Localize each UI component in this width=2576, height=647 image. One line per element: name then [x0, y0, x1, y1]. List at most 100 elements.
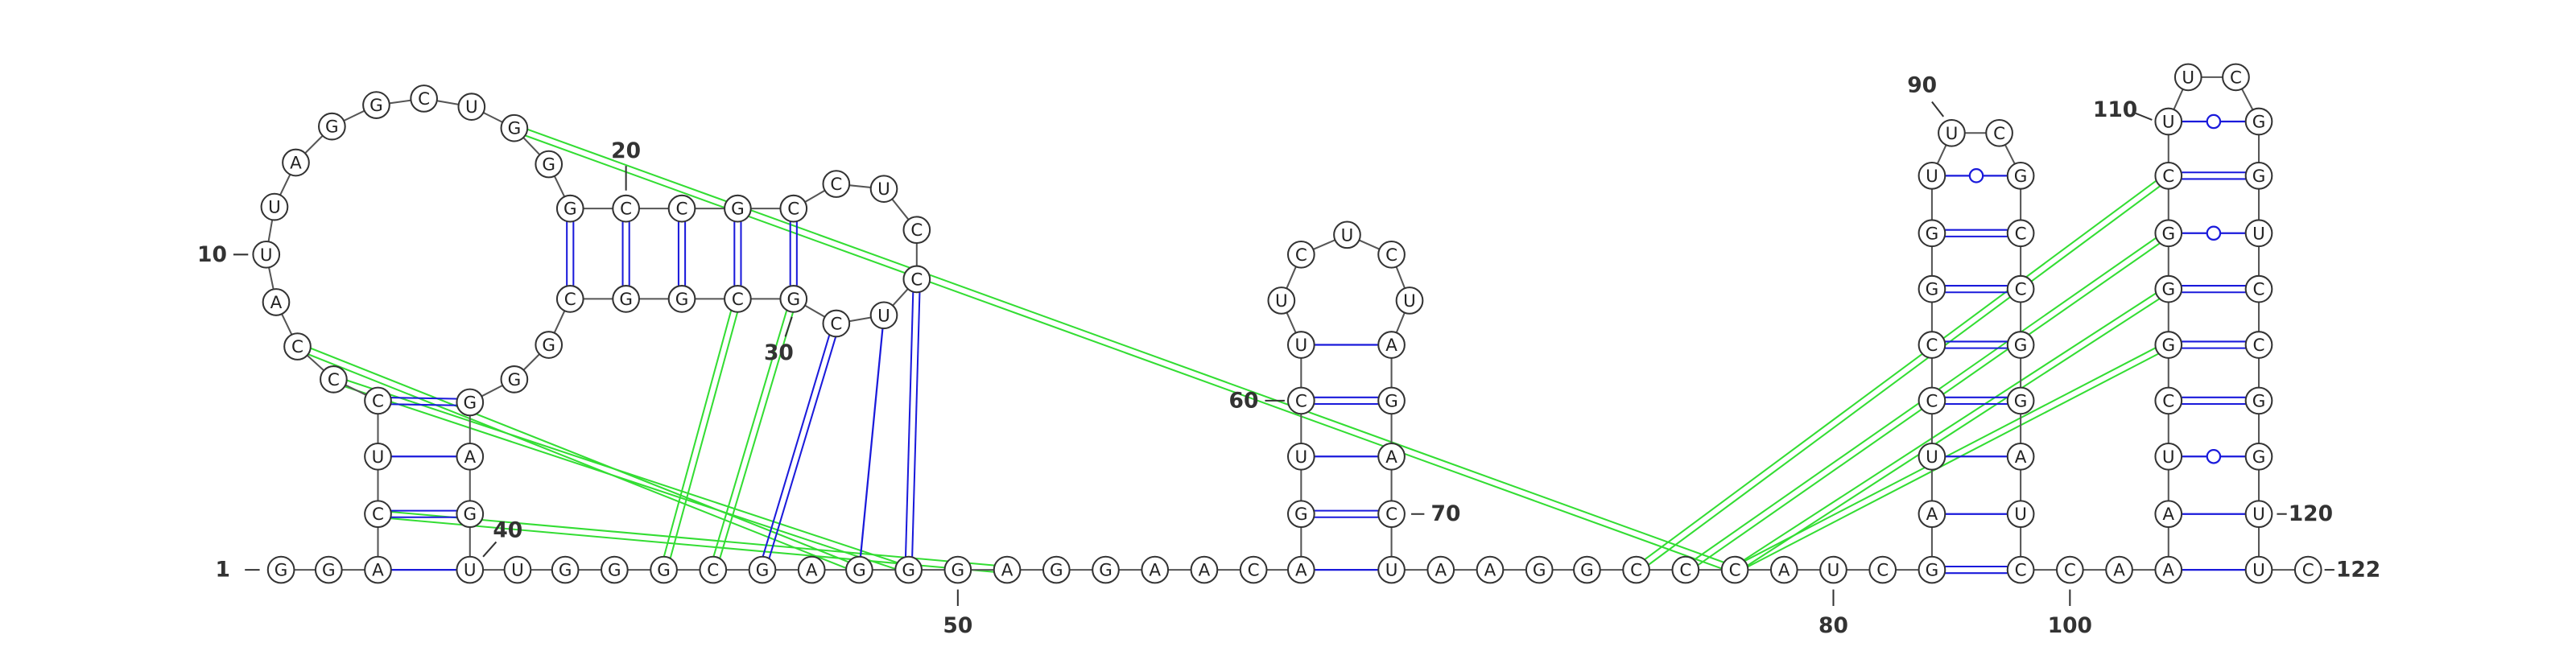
nucleotide-circle	[2293, 555, 2322, 584]
tertiary-pair	[1732, 340, 2168, 568]
nucleotide-letter: G	[2014, 391, 2028, 411]
nucleotide-letter: C	[372, 391, 384, 411]
nucleotide-circle	[2244, 107, 2273, 136]
nucleotide-circle	[320, 365, 348, 394]
nucleotide-letter: G	[1926, 280, 1939, 300]
nucleotide-circle	[1092, 555, 1120, 584]
nucleotide-circle	[2244, 555, 2273, 584]
nucleotide-circle	[822, 309, 851, 338]
nucleotide-circle	[2174, 63, 2202, 92]
nucleotide-letter: C	[1729, 561, 1741, 581]
nucleotide-letter: C	[1926, 336, 1938, 356]
nucleotide-letter: G	[608, 561, 621, 581]
nucleotide-letter: C	[620, 200, 632, 220]
nucleotide-letter: C	[1876, 561, 1889, 581]
nucleotide-letter: C	[1926, 391, 1938, 411]
nucleotide-letter: C	[2302, 561, 2314, 581]
base-pair	[910, 278, 921, 571]
base-pair	[904, 278, 914, 571]
nucleotide-circle	[2154, 162, 2183, 190]
nucleotide-circle	[282, 148, 310, 177]
nucleotide-circle	[1476, 555, 1505, 584]
nucleotide-circle	[318, 112, 346, 141]
nucleotide-letter: G	[1099, 561, 1113, 581]
nucleotide-letter: A	[1385, 336, 1397, 356]
nucleotide-circle	[2154, 331, 2183, 359]
nucleotide-letter: G	[542, 155, 555, 175]
nucleotide-letter: A	[1926, 505, 1938, 525]
nucleotide-circle	[456, 555, 485, 584]
nucleotide-letter: U	[268, 198, 281, 218]
nucleotide-letter: G	[559, 561, 572, 581]
nucleotide-letter: C	[910, 270, 923, 290]
nucleotide-letter: C	[732, 290, 744, 310]
nucleotide-letter: A	[1295, 561, 1307, 581]
nucleotide-circle	[902, 216, 931, 245]
nucleotide-letter: A	[1778, 561, 1790, 581]
position-label: 50	[943, 613, 972, 638]
nucleotide-circle	[1985, 118, 2013, 147]
nucleotide-circle	[1671, 555, 1700, 584]
nucleotide-letter: U	[2162, 447, 2175, 468]
nucleotide-circle	[724, 194, 752, 223]
nucleotide-circle	[2222, 63, 2250, 92]
nucleotides: G G A C U C C C A U U A G G C U G G G C C G C C U C C U C G C G G C G G G A G U…	[252, 63, 2322, 584]
nucleotide-circle	[2154, 219, 2183, 248]
nucleotide-circle	[364, 386, 392, 415]
nucleotide-letter: C	[1248, 561, 1260, 581]
nucleotide-letter: C	[564, 290, 576, 310]
tertiary-pair	[666, 299, 742, 571]
nucleotide-letter: C	[830, 315, 842, 335]
nucleotide-circle	[1938, 118, 1966, 147]
nucleotide-letter: C	[676, 200, 688, 220]
nucleotide-letter: G	[1385, 391, 1398, 411]
nucleotide-letter: G	[675, 290, 689, 310]
nucleotide-letter: U	[464, 561, 477, 581]
nucleotide-circle	[1769, 555, 1798, 584]
nucleotide-letter: C	[830, 175, 842, 195]
nucleotide-letter: G	[463, 393, 477, 413]
nucleotide-letter: A	[2015, 447, 2027, 468]
nucleotide-letter: G	[2161, 336, 2175, 356]
nucleotide-letter: C	[291, 337, 303, 357]
nucleotide-letter: G	[1926, 224, 1939, 244]
nucleotide-letter: U	[1294, 336, 1307, 356]
nucleotide-circle	[1377, 240, 1406, 269]
nucleotide-letter: G	[619, 290, 633, 310]
nucleotide-circle	[2154, 107, 2183, 136]
nucleotide-letter: G	[325, 117, 339, 138]
position-label: 100	[2048, 613, 2092, 638]
nucleotide-circle	[1286, 386, 1315, 415]
position-label: 90	[1907, 73, 1937, 98]
nucleotide-letter: G	[2161, 280, 2175, 300]
nucleotide-circle	[456, 500, 485, 529]
tertiary-pair	[334, 375, 910, 568]
base-pairs	[378, 113, 2259, 575]
nucleotide-circle	[779, 285, 808, 313]
nucleotide-letter: U	[2252, 561, 2265, 581]
nucleotide-letter: C	[2015, 280, 2027, 300]
nucleotide-circle	[503, 555, 532, 584]
nucleotide-letter: U	[1294, 447, 1307, 468]
nucleotide-circle	[2154, 500, 2183, 529]
nucleotide-circle	[1918, 555, 1946, 584]
nucleotide-letter: A	[1435, 561, 1447, 581]
nucleotide-letter: C	[2253, 280, 2265, 300]
nucleotide-circle	[535, 331, 564, 359]
nucleotide-letter: C	[2064, 561, 2076, 581]
nucleotide-letter: C	[1295, 245, 1307, 266]
nucleotide-letter: A	[2113, 561, 2125, 581]
wobble-marker	[2206, 113, 2222, 130]
nucleotide-letter: G	[508, 370, 522, 390]
nucleotide-circle	[748, 555, 777, 584]
nucleotide-circle	[993, 555, 1022, 584]
nucleotide-circle	[650, 555, 678, 584]
nucleotide-letter: U	[511, 561, 524, 581]
nucleotide-letter: G	[852, 561, 866, 581]
nucleotide-circle	[364, 500, 392, 529]
nucleotide-letter: A	[464, 447, 476, 468]
nucleotide-letter: U	[877, 179, 890, 200]
nucleotide-circle	[1868, 555, 1897, 584]
